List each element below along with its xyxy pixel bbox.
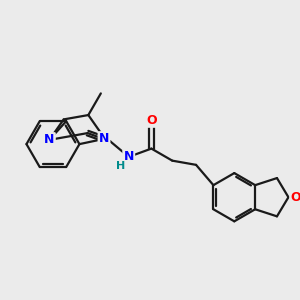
Text: N: N [124, 150, 134, 164]
Text: O: O [146, 114, 157, 127]
Text: O: O [290, 191, 300, 204]
Text: N: N [99, 132, 109, 146]
Text: N: N [44, 134, 55, 146]
Text: H: H [116, 161, 125, 171]
